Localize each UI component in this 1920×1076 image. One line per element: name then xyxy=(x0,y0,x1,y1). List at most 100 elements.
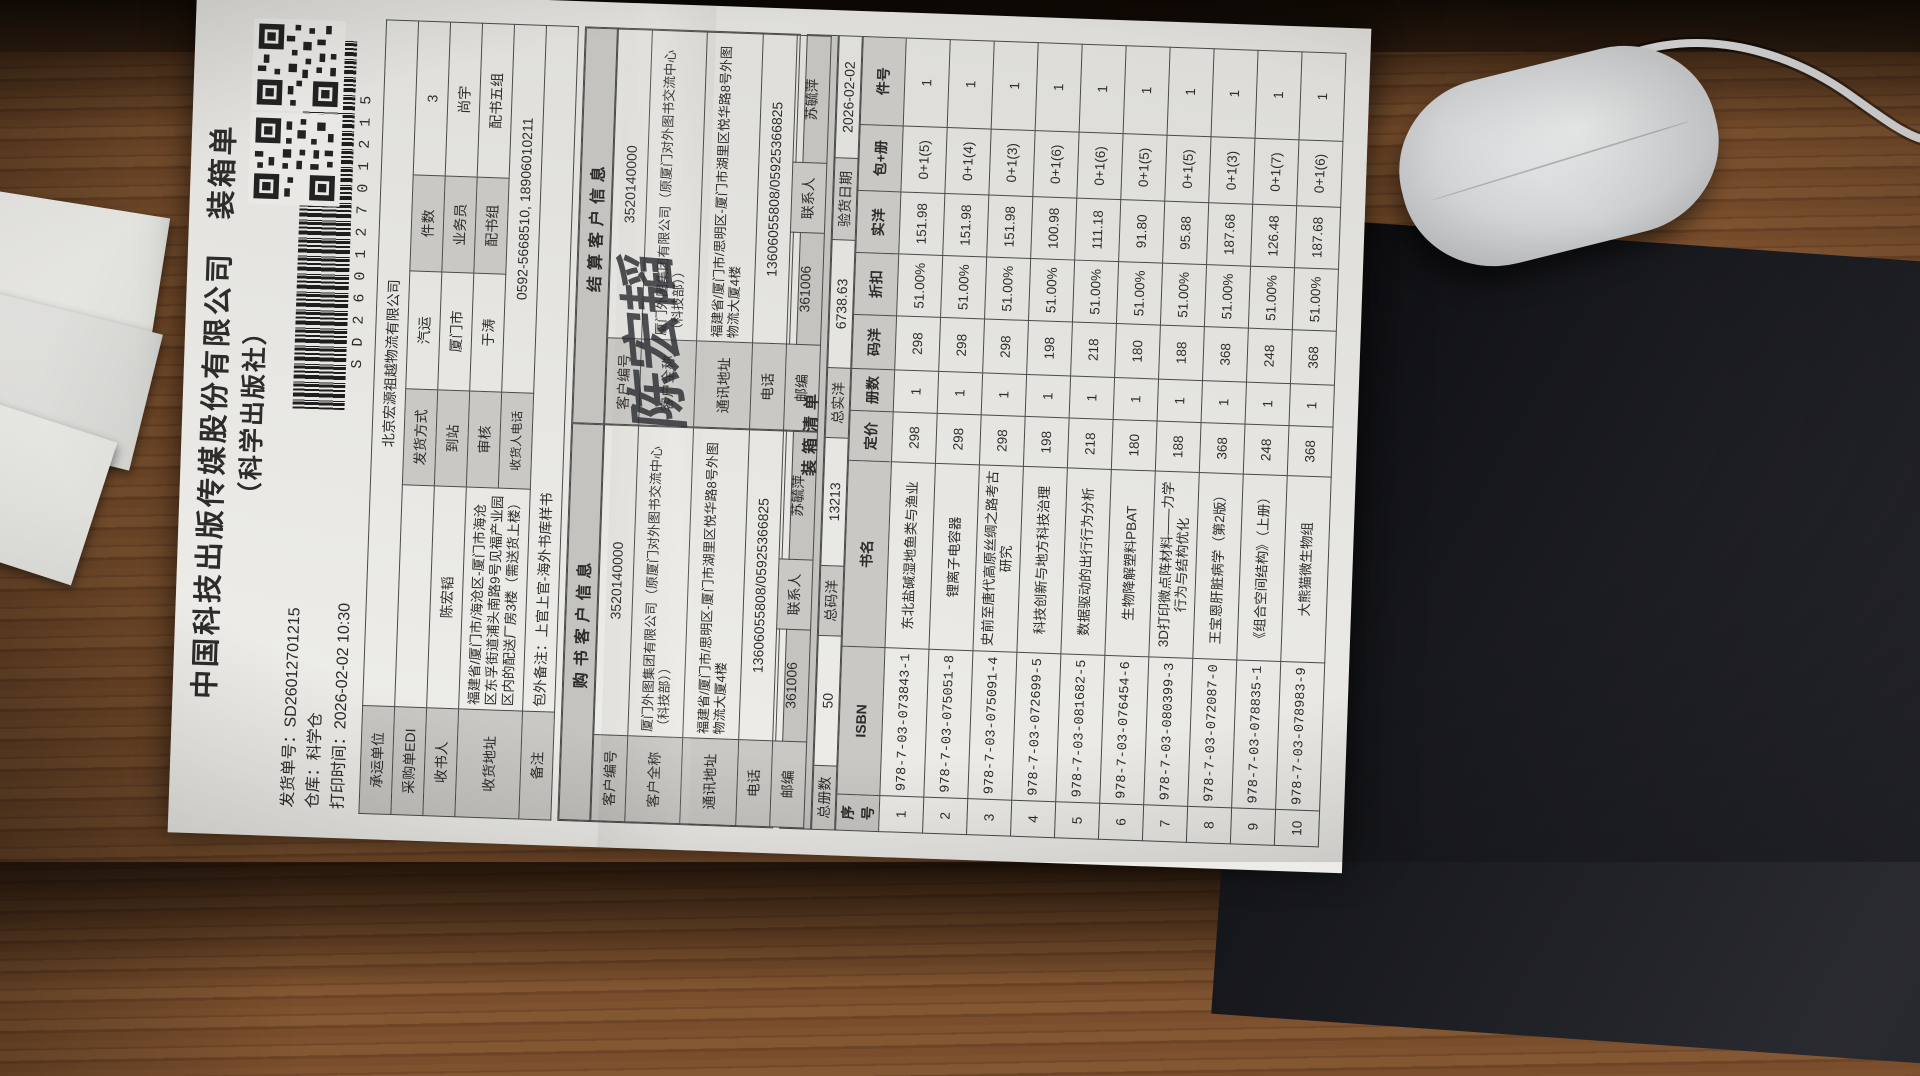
cell-isbn: 978-7-03-081682-5 xyxy=(1055,653,1105,804)
cell-pack: 0+1(6) xyxy=(1032,130,1080,199)
col-seq: 序号 xyxy=(835,794,880,832)
col-isbn: ISBN xyxy=(836,646,885,796)
qr-code-icon xyxy=(250,17,347,113)
destination-label: 到站 xyxy=(434,389,470,487)
cell-list-amount: 368 xyxy=(1202,326,1249,383)
cell-title: 3D打印微点阵材料——力学行为与结构优化 xyxy=(1148,470,1200,659)
remark-label: 备注 xyxy=(518,711,555,821)
cell-discount: 51.00% xyxy=(896,253,943,318)
po-edi-label: 采购单EDI xyxy=(390,706,427,816)
cell-title: 东北盐碱湿地鱼类与渔业 xyxy=(884,461,936,650)
cell-price: 198 xyxy=(1023,416,1070,468)
cell-copies: 1 xyxy=(893,369,939,414)
cell-title: 数据驱动的出行行为分析 xyxy=(1060,467,1112,656)
audit-value: 于涛 xyxy=(469,273,506,393)
settle-code-label: 客户编号 xyxy=(604,338,642,426)
cell-list-amount: 298 xyxy=(894,315,941,372)
cell-seq: 2 xyxy=(922,797,968,835)
cell-isbn: 978-7-03-072087-0 xyxy=(1187,658,1237,808)
cell-pack: 0+1(3) xyxy=(988,129,1036,197)
cell-seq: 6 xyxy=(1098,803,1144,841)
customer-info-section: 购书客户信息 客户编号 3520140000 客户全称 厦门外图集团有限公司（原… xyxy=(557,26,832,829)
cell-pack: 0+1(4) xyxy=(944,127,992,196)
cell-title: 王宝恩肝脏病学（第2版） xyxy=(1192,472,1244,660)
cell-net-amount: 111.18 xyxy=(1074,198,1121,262)
book-group-value: 配书五组 xyxy=(477,23,515,179)
ship-method-label: 发货方式 xyxy=(402,388,438,486)
cell-copies: 1 xyxy=(1201,380,1247,425)
cell-title: 《组合空间结构》（上册） xyxy=(1236,474,1288,662)
book-group-label: 配书组 xyxy=(473,177,510,275)
cell-discount: 51.00% xyxy=(1028,258,1075,323)
cell-piece-no: 1 xyxy=(1123,45,1171,136)
col-piece-no: 件号 xyxy=(860,36,907,126)
cell-copies: 1 xyxy=(981,372,1027,417)
settle-name-label: 客户全称 xyxy=(638,339,697,428)
delivery-address-value: 福建省/厦门市/海沧区-厦门市海沧区东孚街道浦头南路9号见福产业园区内的配送厂房… xyxy=(458,486,531,712)
cell-seq: 10 xyxy=(1274,809,1320,847)
cell-isbn: 978-7-03-076454-6 xyxy=(1099,655,1149,805)
cell-copies: 1 xyxy=(1157,379,1203,423)
cell-discount: 51.00% xyxy=(1248,266,1295,330)
buyer-address-label: 通讯地址 xyxy=(680,737,739,826)
col-price: 定价 xyxy=(848,410,894,462)
cell-list-amount: 198 xyxy=(1026,320,1073,376)
cell-isbn: 978-7-03-075051-8 xyxy=(923,649,973,799)
cell-list-amount: 368 xyxy=(1290,329,1337,386)
cell-list-amount: 218 xyxy=(1070,322,1117,378)
pieces-value: 3 xyxy=(413,21,451,177)
cell-piece-no: 1 xyxy=(1298,51,1347,142)
cell-discount: 51.00% xyxy=(1160,263,1207,327)
cell-price: 368 xyxy=(1287,425,1333,478)
cell-pack: 0+1(6) xyxy=(1076,132,1124,200)
buyer-name-label: 客户全称 xyxy=(624,735,684,824)
qr-code-icon xyxy=(247,111,343,207)
settle-contact-label: 联系人 xyxy=(790,162,827,234)
cell-list-amount: 298 xyxy=(982,318,1029,375)
cell-net-amount: 151.98 xyxy=(898,191,945,256)
cell-seq: 8 xyxy=(1186,806,1232,844)
pieces-label: 件数 xyxy=(409,174,446,272)
col-list-amount: 码洋 xyxy=(851,314,897,370)
cell-seq: 5 xyxy=(1054,801,1100,840)
cell-price: 248 xyxy=(1243,424,1289,476)
cell-piece-no: 1 xyxy=(947,39,995,130)
cell-seq: 4 xyxy=(1010,800,1056,838)
cell-piece-no: 1 xyxy=(1167,47,1215,137)
settlement-customer-panel: 结算客户信息 客户编号 3520140000 客户全称 厦门外图集团有限公司（原… xyxy=(572,27,832,432)
cell-list-amount: 180 xyxy=(1114,323,1161,380)
cell-title: 大熊猫微生物组 xyxy=(1280,475,1332,664)
cell-title: 锂离子电容器 xyxy=(928,463,980,651)
destination-value: 厦门市 xyxy=(437,271,474,392)
settle-address-label: 通讯地址 xyxy=(693,341,753,430)
cell-net-amount: 100.98 xyxy=(1030,196,1077,261)
cell-net-amount: 151.98 xyxy=(942,193,989,257)
cell-pack: 0+1(6) xyxy=(1296,139,1343,208)
cell-list-amount: 298 xyxy=(938,317,985,373)
document-meta: 发货单号：SD26012701215 仓库：科学仓 打印时间：2026-02-0… xyxy=(276,601,358,810)
cell-discount: 51.00% xyxy=(984,256,1031,321)
check-date-label: 验货日期 xyxy=(832,157,859,241)
delivery-address-label: 收货地址 xyxy=(454,708,523,819)
cell-copies: 1 xyxy=(1245,382,1291,426)
total-net-label: 总实洋 xyxy=(825,367,851,439)
cell-price: 368 xyxy=(1199,422,1246,475)
cell-price: 298 xyxy=(891,411,938,464)
cell-net-amount: 126.48 xyxy=(1250,204,1297,268)
cell-discount: 51.00% xyxy=(1072,260,1119,324)
settle-phone-label: 电话 xyxy=(749,343,787,431)
cell-pack: 0+1(5) xyxy=(900,125,948,194)
buyer-code-label: 客户编号 xyxy=(590,734,628,822)
buyer-customer-panel: 购书客户信息 客户编号 3520140000 客户全称 厦门外图集团有限公司（原… xyxy=(558,423,818,828)
col-net-amount: 实洋 xyxy=(855,190,901,254)
cell-title: 生物降解塑料PBAT xyxy=(1104,469,1156,657)
cell-copies: 1 xyxy=(937,371,983,415)
col-copies: 册数 xyxy=(850,368,895,412)
cell-pack: 0+1(5) xyxy=(1120,133,1168,202)
col-pack: 包+册 xyxy=(857,124,904,192)
cell-net-amount: 95.88 xyxy=(1162,201,1209,265)
cell-isbn: 978-7-03-080399-3 xyxy=(1143,656,1193,807)
cell-seq: 7 xyxy=(1142,804,1188,843)
shipping-number-value: SD26012701215 xyxy=(282,607,304,728)
cell-seq: 9 xyxy=(1230,807,1276,846)
